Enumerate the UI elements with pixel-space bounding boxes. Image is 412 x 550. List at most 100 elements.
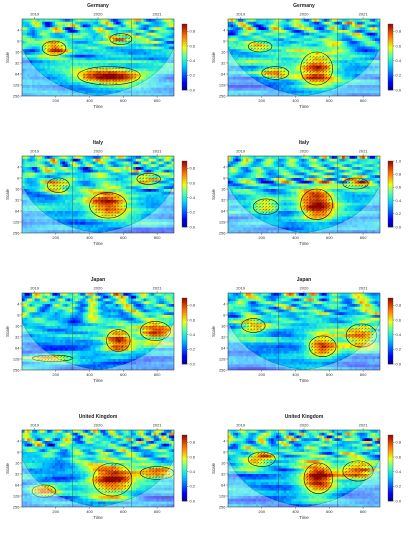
- heatmap-cell: [369, 30, 373, 34]
- heatmap-cell: [138, 27, 142, 31]
- heatmap-cell: [37, 167, 41, 171]
- heatmap-cell: [359, 27, 363, 31]
- heatmap-cell: [163, 35, 167, 39]
- heatmap-cell: [52, 52, 56, 56]
- x-axis-label: Time: [299, 104, 309, 109]
- phase-arrow: [253, 44, 256, 47]
- heatmap-cell: [54, 205, 58, 209]
- heatmap-cell: [49, 74, 53, 78]
- heatmap-cell: [118, 35, 122, 39]
- heatmap-cell: [105, 76, 109, 80]
- heatmap-cell: [228, 60, 231, 64]
- phase-arrow: [105, 67, 108, 70]
- heatmap-cell: [65, 60, 68, 64]
- heatmap-cell: [146, 197, 150, 201]
- phase-arrow: [124, 79, 127, 82]
- heatmap-cell: [47, 41, 51, 45]
- heatmap-cell: [128, 76, 132, 80]
- heatmap-cell: [52, 202, 56, 206]
- heatmap-cell: [372, 85, 376, 89]
- heatmap-cell: [118, 167, 122, 171]
- heatmap-cell: [276, 60, 280, 64]
- heatmap-cell: [62, 63, 66, 67]
- heatmap-cell: [98, 76, 101, 80]
- heatmap-cell: [136, 49, 139, 53]
- heatmap-cell: [148, 35, 152, 39]
- heatmap-cell: [143, 19, 147, 23]
- heatmap-cell: [65, 65, 68, 69]
- heatmap-cell: [235, 63, 239, 67]
- colorbar-segment: [182, 80, 187, 83]
- phase-arrow: [263, 44, 266, 47]
- heatmap-cell: [301, 63, 305, 67]
- heatmap-cell: [125, 35, 129, 39]
- heatmap-cell: [54, 24, 58, 28]
- heatmap-cell: [281, 46, 285, 50]
- heatmap-cell: [326, 82, 330, 86]
- heatmap-cell: [336, 21, 340, 25]
- phase-arrow: [259, 44, 262, 47]
- phase-arrow: [315, 55, 318, 58]
- heatmap-cell: [42, 24, 46, 28]
- heatmap-cell: [77, 87, 81, 91]
- heatmap-cell: [123, 183, 127, 187]
- heatmap-cell: [148, 200, 152, 204]
- heatmap-cell: [37, 189, 41, 193]
- heatmap-cell: [113, 183, 117, 187]
- heatmap-cell: [250, 19, 254, 23]
- colorbar-segment: [182, 81, 187, 84]
- heatmap-cell: [329, 41, 333, 45]
- heatmap-cell: [60, 156, 63, 160]
- heatmap-cell: [362, 49, 366, 53]
- heatmap-cell: [115, 65, 119, 69]
- heatmap-cell: [349, 46, 353, 50]
- heatmap-cell: [52, 30, 56, 34]
- heatmap-cell: [130, 208, 134, 212]
- heatmap-cell: [123, 189, 127, 193]
- heatmap-cell: [329, 35, 333, 39]
- heatmap-cell: [369, 85, 373, 89]
- heatmap-cell: [352, 87, 356, 91]
- heatmap-cell: [24, 71, 28, 75]
- heatmap-cell: [161, 43, 165, 47]
- heatmap-cell: [128, 54, 132, 58]
- heatmap-cell: [374, 74, 378, 78]
- heatmap-cell: [260, 41, 264, 45]
- heatmap-cell: [22, 63, 25, 67]
- heatmap-cell: [364, 87, 368, 91]
- heatmap-cell: [245, 93, 249, 96]
- heatmap-cell: [136, 79, 139, 83]
- heatmap-cell: [357, 76, 361, 80]
- heatmap-cell: [49, 57, 53, 61]
- heatmap-cell: [166, 52, 170, 56]
- heatmap-cell: [138, 68, 142, 72]
- heatmap-cell: [161, 172, 165, 176]
- heatmap-cell: [108, 169, 112, 173]
- heatmap-cell: [153, 167, 157, 171]
- heatmap-cell: [296, 60, 300, 64]
- heatmap-cell: [329, 38, 333, 42]
- heatmap-cell: [24, 180, 28, 184]
- heatmap-cell: [80, 175, 84, 179]
- heatmap-cell: [39, 180, 43, 184]
- heatmap-cell: [263, 54, 267, 58]
- heatmap-cell: [377, 65, 380, 69]
- heatmap-cell: [158, 191, 162, 195]
- heatmap-cell: [334, 21, 338, 25]
- heatmap-cell: [75, 202, 79, 206]
- heatmap-cell: [22, 57, 25, 61]
- heatmap-cell: [75, 156, 79, 160]
- heatmap-cell: [233, 87, 236, 91]
- heatmap-cell: [146, 175, 150, 179]
- heatmap-cell: [70, 49, 74, 53]
- phase-arrow: [263, 47, 266, 50]
- heatmap-cell: [255, 52, 259, 56]
- cone-of-influence-edge: [228, 48, 380, 96]
- heatmap-cell: [70, 32, 74, 36]
- heatmap-cell: [52, 164, 56, 168]
- heatmap-cell: [369, 90, 373, 94]
- heatmap-cell: [258, 43, 262, 47]
- heatmap-cell: [276, 90, 280, 94]
- heatmap-cell: [24, 63, 28, 67]
- heatmap-cell: [32, 60, 36, 64]
